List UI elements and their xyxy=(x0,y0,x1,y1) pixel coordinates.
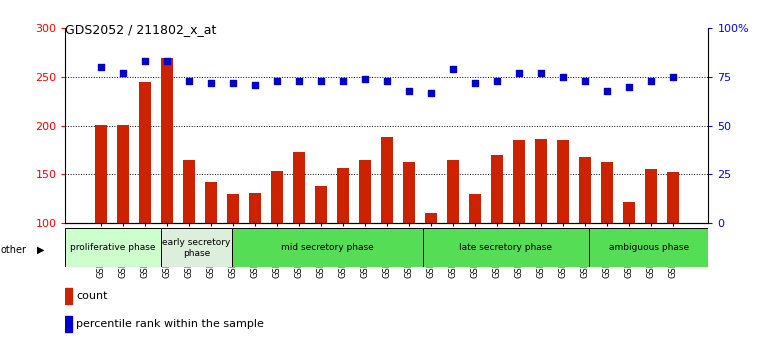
Point xyxy=(139,58,151,64)
Text: mid secretory phase: mid secretory phase xyxy=(281,243,373,252)
Text: count: count xyxy=(76,291,108,301)
Bar xyxy=(95,125,107,223)
Bar xyxy=(381,137,393,223)
Bar xyxy=(161,228,232,267)
Bar xyxy=(491,155,503,223)
Point xyxy=(667,74,679,80)
Bar xyxy=(139,82,151,223)
Point xyxy=(95,64,107,70)
Point xyxy=(645,78,658,84)
Bar xyxy=(65,228,161,267)
Point xyxy=(359,76,371,82)
Point xyxy=(380,78,393,84)
Bar xyxy=(227,194,239,223)
Point xyxy=(403,88,415,93)
Bar xyxy=(579,157,591,223)
Point xyxy=(601,88,613,93)
Bar xyxy=(601,162,613,223)
Point xyxy=(447,67,459,72)
Bar xyxy=(469,194,481,223)
Bar xyxy=(425,213,437,223)
Bar xyxy=(271,171,283,223)
Bar xyxy=(403,162,415,223)
Bar xyxy=(249,193,261,223)
Text: proliferative phase: proliferative phase xyxy=(70,243,156,252)
Bar xyxy=(667,172,679,223)
Bar xyxy=(232,228,423,267)
Point xyxy=(513,70,525,76)
Point xyxy=(623,84,635,90)
Point xyxy=(293,78,305,84)
Text: percentile rank within the sample: percentile rank within the sample xyxy=(76,319,264,329)
Point xyxy=(425,90,437,96)
Bar xyxy=(117,125,129,223)
Point xyxy=(535,70,547,76)
Bar xyxy=(182,160,195,223)
Bar xyxy=(161,57,172,223)
Point xyxy=(205,80,217,86)
Bar xyxy=(513,140,525,223)
Bar xyxy=(447,160,459,223)
Point xyxy=(490,78,503,84)
Point xyxy=(271,78,283,84)
Point xyxy=(249,82,261,88)
Text: ambiguous phase: ambiguous phase xyxy=(609,243,689,252)
Bar xyxy=(65,316,72,332)
Bar xyxy=(589,228,708,267)
Bar xyxy=(535,139,547,223)
Bar xyxy=(423,228,589,267)
Point xyxy=(469,80,481,86)
Point xyxy=(315,78,327,84)
Bar xyxy=(359,160,371,223)
Point xyxy=(336,78,349,84)
Point xyxy=(579,78,591,84)
Point xyxy=(226,80,239,86)
Text: GDS2052 / 211802_x_at: GDS2052 / 211802_x_at xyxy=(65,23,217,36)
Text: late secretory phase: late secretory phase xyxy=(460,243,553,252)
Text: other: other xyxy=(1,245,27,255)
Bar xyxy=(65,288,72,304)
Bar xyxy=(293,152,305,223)
Bar xyxy=(557,140,569,223)
Point xyxy=(557,74,569,80)
Bar xyxy=(623,202,635,223)
Bar xyxy=(336,167,349,223)
Bar xyxy=(315,186,327,223)
Bar xyxy=(645,170,657,223)
Text: early secretory
phase: early secretory phase xyxy=(162,238,230,257)
Text: ▶: ▶ xyxy=(37,245,45,255)
Bar xyxy=(205,182,217,223)
Point xyxy=(161,58,173,64)
Point xyxy=(116,70,129,76)
Point xyxy=(182,78,195,84)
